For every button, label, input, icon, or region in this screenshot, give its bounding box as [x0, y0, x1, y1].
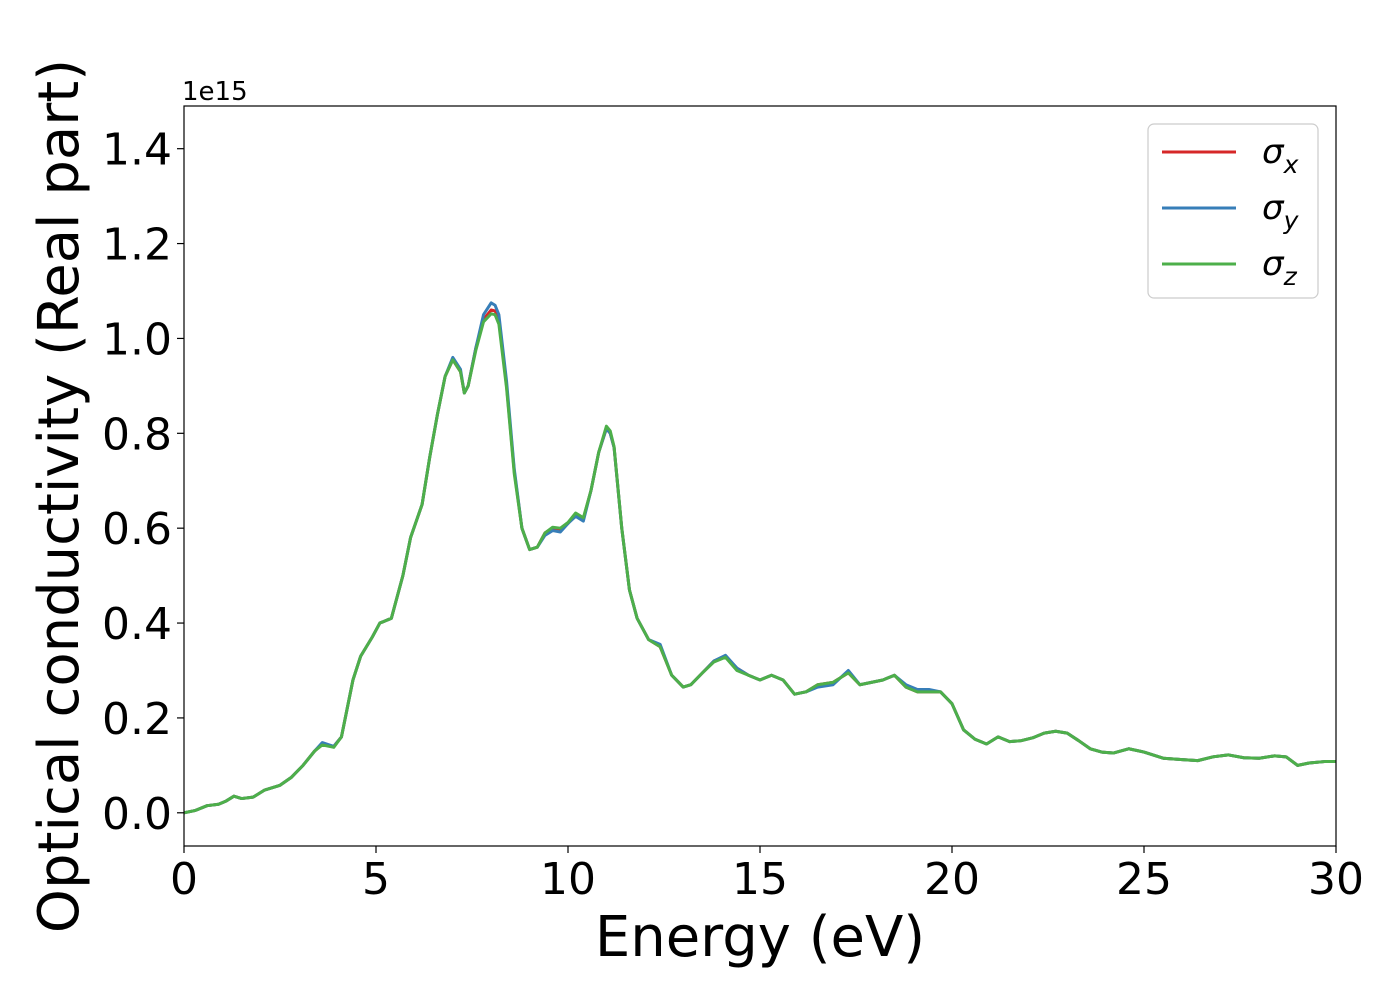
x-axis-label: Energy (eV)	[595, 905, 925, 970]
x-tick-label: 0	[170, 854, 198, 905]
legend-label: σx	[1262, 132, 1299, 179]
y-tick-label: 0.6	[102, 504, 172, 555]
series-line-1	[184, 308, 1336, 815]
legend-label: σy	[1262, 188, 1300, 235]
x-tick-label: 30	[1308, 854, 1364, 905]
y-tick-label: 1.2	[102, 220, 172, 271]
y-tick-label: 1.0	[102, 314, 172, 365]
x-tick-label: 15	[732, 854, 788, 905]
y-tick-label: 0.4	[102, 599, 172, 650]
x-tick-label: 5	[362, 854, 390, 905]
series-line-3	[184, 312, 1336, 815]
y-tick-label: 0.2	[102, 694, 172, 745]
x-axis-ticks: 0 5 10 15 20 25 30	[170, 846, 1364, 905]
y-tick-label: 1.4	[102, 125, 172, 176]
legend-box	[1147, 123, 1319, 299]
y-tick-label: 0.8	[102, 409, 172, 460]
x-tick-label: 10	[540, 854, 596, 905]
y-axis-offset-label: 1e15	[182, 77, 248, 107]
x-tick-label: 20	[924, 854, 980, 905]
y-axis-ticks: 0.0 0.2 0.4 0.6 0.8 1.0 1.2 1.4	[102, 125, 184, 840]
y-axis-label: Optical conductivity (Real part)	[27, 59, 92, 933]
y-tick-label: 0.0	[102, 789, 172, 840]
x-tick-label: 25	[1116, 854, 1172, 905]
series-layer	[184, 301, 1336, 815]
series-line-2	[184, 301, 1336, 815]
